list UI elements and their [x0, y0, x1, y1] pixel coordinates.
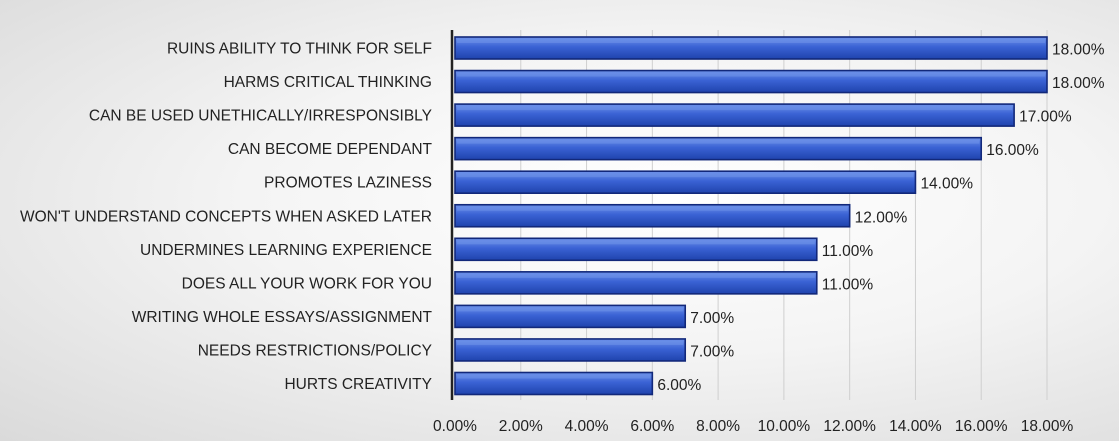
category-label: PROMOTES LAZINESS	[264, 175, 432, 192]
category-label: RUINS ABILITY TO THINK FOR SELF	[167, 41, 432, 58]
x-tick-label: 0.00%	[433, 418, 477, 435]
bar-highlight	[457, 206, 848, 211]
category-label: CAN BECOME DEPENDANT	[228, 141, 433, 158]
bars	[454, 36, 1048, 396]
x-tick-label: 18.00%	[1021, 418, 1074, 435]
bar-highlight	[457, 240, 815, 245]
x-tick-label: 10.00%	[758, 418, 811, 435]
x-tick-label: 8.00%	[696, 418, 740, 435]
value-label: 14.00%	[920, 176, 973, 193]
bar-highlight	[457, 39, 1045, 43]
bar-highlight	[457, 374, 651, 379]
x-tick-label: 16.00%	[955, 418, 1008, 435]
value-label: 16.00%	[986, 142, 1039, 159]
bar-highlight	[457, 307, 684, 312]
x-tick-label: 14.00%	[889, 418, 942, 435]
value-label: 11.00%	[822, 276, 874, 293]
value-label: 6.00%	[657, 377, 701, 394]
value-label: 17.00%	[1019, 109, 1072, 126]
category-label: DOES ALL YOUR WORK FOR YOU	[182, 275, 432, 292]
category-label: WON'T UNDERSTAND CONCEPTS WHEN ASKED LAT…	[20, 208, 432, 225]
bar-highlight	[457, 173, 914, 178]
value-labels: 18.00% 18.00% 17.00% 16.00% 14.00% 12.00% 11.0…	[657, 42, 1104, 395]
category-label: HARMS CRITICAL THINKING	[224, 74, 432, 91]
x-tick-label: 6.00%	[630, 418, 674, 435]
bar-highlight	[457, 72, 1045, 77]
value-label: 18.00%	[1052, 75, 1105, 92]
bar-highlight	[457, 139, 980, 144]
value-label: 7.00%	[690, 310, 734, 327]
x-tick-label: 2.00%	[499, 418, 543, 435]
category-label: WRITING WHOLE ESSAYS/ASSIGNMENT	[132, 309, 433, 326]
value-label: 18.00%	[1052, 42, 1105, 59]
category-label: NEEDS RESTRICTIONS/POLICY	[198, 342, 432, 359]
category-label: HURTS CREATIVITY	[284, 376, 432, 393]
category-label: CAN BE USED UNETHICALLY/IRRESPONSIBLY	[89, 108, 432, 125]
value-label: 12.00%	[855, 209, 908, 226]
value-label: 11.00%	[822, 243, 874, 260]
value-label: 7.00%	[690, 343, 734, 360]
x-tick-label: 12.00%	[823, 418, 876, 435]
bar-highlight	[457, 340, 684, 345]
bar-highlight	[457, 106, 1013, 111]
bar-highlight	[457, 273, 815, 278]
x-axis-ticks: 0.00% 2.00% 4.00% 6.00% 8.00% 10.00% 12.00% 14.…	[433, 418, 1073, 435]
category-labels: RUINS ABILITY TO THINK FOR SELF HARMS CRI…	[20, 41, 433, 394]
x-tick-label: 4.00%	[565, 418, 609, 435]
category-label: UNDERMINES LEARNING EXPERIENCE	[140, 242, 432, 259]
